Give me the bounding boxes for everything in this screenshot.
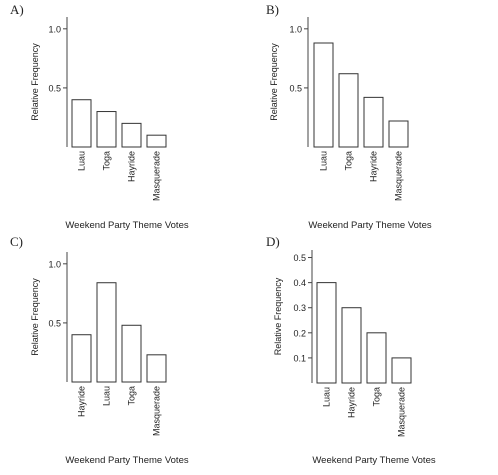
bar-toga [96, 111, 117, 148]
y-tick-label: 0.1 [293, 353, 306, 363]
y-axis-label: Relative Frequency [273, 277, 283, 355]
category-label: Luau [319, 151, 329, 171]
bar-luau [71, 99, 92, 148]
bar-toga [366, 332, 387, 384]
category-label: Masquerade [397, 387, 407, 437]
y-tick-label: 1.0 [289, 24, 302, 34]
category-label: Hayride [77, 386, 87, 417]
bar-masquerade [391, 357, 412, 384]
bar-luau [96, 282, 117, 383]
y-tick-label: 0.5 [293, 253, 306, 263]
category-label: Masquerade [152, 386, 162, 436]
y-tick-label: 1.0 [48, 259, 61, 269]
panel-label: A) [10, 2, 24, 17]
bar-luau [316, 282, 337, 384]
x-axis-label: Weekend Party Theme Votes [65, 220, 188, 231]
bar-hayride [121, 122, 142, 148]
category-label: Hayride [347, 387, 357, 418]
bar-toga [121, 324, 142, 383]
y-axis-label: Relative Frequency [30, 43, 40, 121]
panel-label: C) [10, 234, 23, 249]
x-axis-label: Weekend Party Theme Votes [308, 220, 431, 231]
category-label: Luau [322, 387, 332, 407]
bar-masquerade [388, 120, 409, 148]
panel-label: D) [266, 234, 280, 249]
panel-label: B) [266, 2, 279, 17]
chart-panel-1: A) 0.5 1.0 Relative Frequency Luau Toga Hayrid… [10, 2, 189, 231]
category-label: Luau [77, 151, 87, 171]
category-label: Toga [127, 386, 137, 406]
bar-hayride [71, 334, 92, 383]
y-tick-label: 0.5 [48, 318, 61, 328]
bar-hayride [363, 96, 384, 148]
y-axis-label: Relative Frequency [269, 43, 279, 121]
bar-masquerade [146, 354, 167, 383]
chart-panel-4: D) 0.1 0.2 0.3 0.4 0.5 Relative Frequency Luau H… [266, 234, 436, 466]
y-tick-label: 0.2 [293, 328, 306, 338]
y-tick-label: 0.5 [48, 83, 61, 93]
category-label: Luau [102, 386, 112, 406]
chart-panel-2: B) 0.5 1.0 Relative Frequency Luau Toga Hayrid… [266, 2, 432, 231]
category-label: Hayride [127, 151, 137, 182]
chart-panel-3: C) 0.5 1.0 Relative Frequency Hayride Luau Tog… [10, 234, 189, 466]
y-tick-label: 0.4 [293, 278, 306, 288]
bar-toga [338, 73, 359, 148]
bar-masquerade [146, 134, 167, 148]
y-tick-label: 0.3 [293, 303, 306, 313]
category-label: Toga [102, 151, 112, 171]
category-label: Toga [372, 387, 382, 407]
y-tick-label: 0.5 [289, 83, 302, 93]
bar-hayride [341, 307, 362, 384]
category-label: Masquerade [152, 151, 162, 201]
bar-luau [313, 42, 334, 148]
x-axis-label: Weekend Party Theme Votes [65, 455, 188, 466]
category-label: Toga [344, 151, 354, 171]
y-tick-label: 1.0 [48, 24, 61, 34]
category-label: Hayride [369, 151, 379, 182]
category-label: Masquerade [394, 151, 404, 201]
y-axis-label: Relative Frequency [30, 278, 40, 356]
x-axis-label: Weekend Party Theme Votes [312, 455, 435, 466]
